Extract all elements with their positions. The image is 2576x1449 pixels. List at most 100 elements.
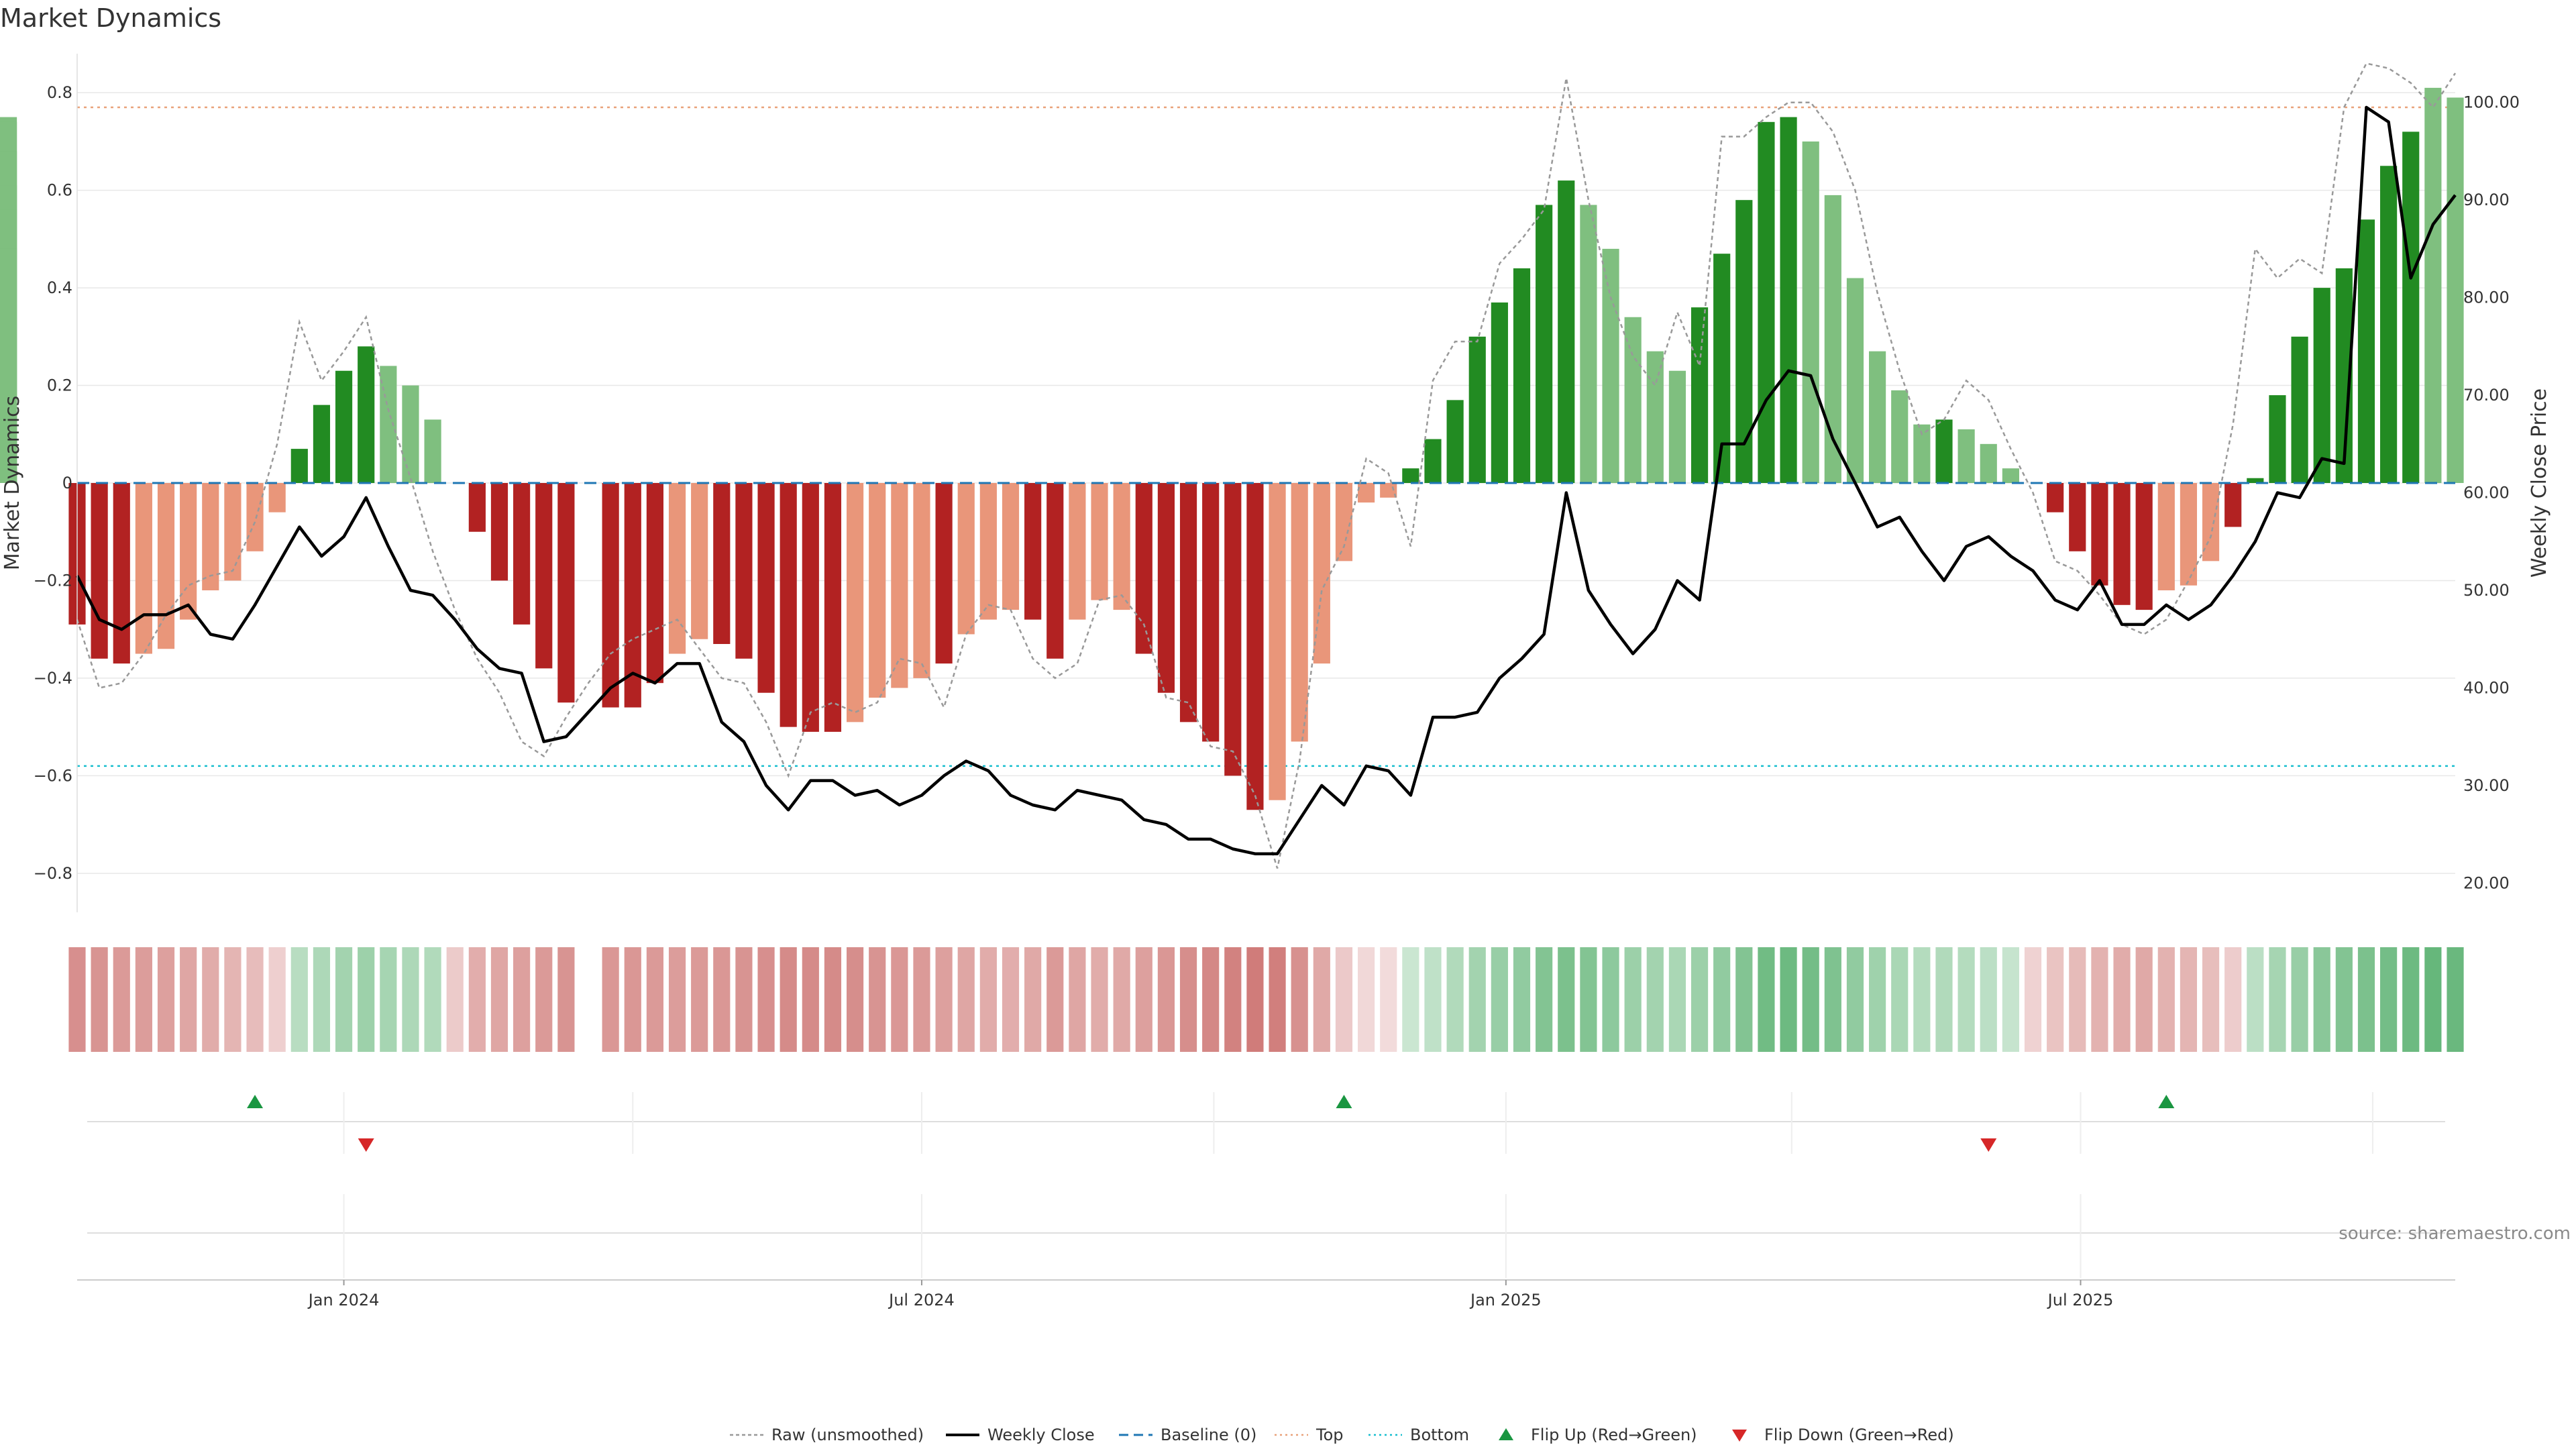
bar: [224, 483, 241, 581]
bar: [335, 370, 353, 483]
bar: [757, 483, 775, 693]
bar: [957, 483, 975, 635]
bar: [2157, 483, 2175, 590]
y-tick-label: 0: [62, 474, 72, 492]
bar: [2047, 483, 2064, 513]
ribbon-cell: [468, 947, 486, 1052]
bar: [1957, 429, 1975, 483]
ribbon-cell: [1069, 947, 1086, 1052]
bar: [780, 483, 797, 727]
chart-legend: Raw (unsmoothed) Weekly Close Baseline (0)…: [730, 1426, 1954, 1444]
ribbon-cell: [2380, 947, 2398, 1052]
legend-label: Weekly Close: [987, 1426, 1095, 1444]
ribbon-cell: [135, 947, 152, 1052]
right-y-axis: 100.00 90.00 80.00 70.00 60.00 50.00 40.00 30.0…: [2463, 93, 2520, 893]
bar: [0, 248, 17, 483]
chart-title: Market Dynamics: [0, 3, 221, 33]
legend-item-close: Weekly Close: [946, 1426, 1095, 1444]
ribbon-cell: [535, 947, 553, 1052]
ribbon-cell: [1713, 947, 1731, 1052]
ribbon-cell: [2424, 947, 2442, 1052]
ribbon-cell: [1980, 947, 1997, 1052]
ribbon-cell: [180, 947, 197, 1052]
bar: [668, 483, 686, 654]
bar: [1513, 268, 1531, 483]
regime-ribbon: [68, 947, 2464, 1052]
bar: [1646, 351, 1664, 483]
ribbon-cell: [1091, 947, 1108, 1052]
flip-up-marker: [2158, 1095, 2175, 1108]
flip-up-marker: [247, 1095, 264, 1108]
ribbon-cell: [246, 947, 264, 1052]
bar: [913, 483, 930, 678]
bar: [402, 385, 419, 483]
bar: [2224, 483, 2242, 527]
bar: [2091, 483, 2108, 586]
ribbon-cell: [735, 947, 753, 1052]
source-note: source: sharemaestro.com: [2339, 1224, 2571, 1244]
y-axis-label: Market Dynamics: [1, 396, 24, 571]
bar: [1046, 483, 1064, 659]
bar: [624, 483, 641, 708]
ribbon-cell: [891, 947, 908, 1052]
ribbon-cell: [1024, 947, 1042, 1052]
reference-lines: [77, 106, 2455, 767]
legend-swatch: [1499, 1428, 1513, 1440]
ribbon-cell: [1446, 947, 1464, 1052]
ribbon-cell: [1758, 947, 1775, 1052]
x-tick-label: Jan 2025: [1469, 1291, 1542, 1309]
bar: [2002, 468, 2019, 483]
ribbon-cell: [2091, 947, 2108, 1052]
ribbon-cell: [2224, 947, 2242, 1052]
bar: [157, 483, 175, 649]
ribbon-cell: [1869, 947, 1886, 1052]
ribbon-cell: [2402, 947, 2420, 1052]
bar: [535, 483, 553, 669]
legend-label: Raw (unsmoothed): [771, 1426, 924, 1444]
bar: [735, 483, 753, 659]
ribbon-cell: [957, 947, 975, 1052]
y-tick-label: 0.4: [47, 278, 72, 297]
bar: [1980, 443, 1997, 483]
bar: [869, 483, 886, 698]
y2-tick-label: 50.00: [2463, 581, 2510, 600]
bar: [1269, 483, 1286, 800]
y2-tick-label: 40.00: [2463, 678, 2510, 697]
ribbon-cell: [335, 947, 353, 1052]
y-tick-label: −0.2: [34, 571, 72, 590]
bar: [2357, 219, 2375, 483]
bar: [2135, 483, 2153, 610]
bar: [1668, 370, 1686, 483]
y2-tick-label: 30.00: [2463, 776, 2510, 795]
bar: [1536, 205, 1553, 483]
bar: [1157, 483, 1175, 693]
ribbon-cell: [2002, 947, 2019, 1052]
ribbon-cell: [68, 947, 86, 1052]
bar: [1558, 180, 1575, 483]
ribbon-cell: [402, 947, 419, 1052]
bar: [1291, 483, 1308, 742]
bar: [290, 449, 308, 483]
bar: [1846, 278, 1864, 483]
ribbon-cell: [490, 947, 508, 1052]
raw-line: [76, 62, 2457, 869]
bar: [424, 419, 441, 483]
y2-tick-label: 20.00: [2463, 873, 2510, 892]
x-tick-label: Jul 2025: [2047, 1291, 2114, 1309]
legend-label: Bottom: [1410, 1426, 1469, 1444]
bar: [1224, 483, 1242, 776]
bar: [1446, 400, 1464, 483]
y2-tick-label: 100.00: [2463, 93, 2520, 112]
bar: [313, 405, 331, 483]
ribbon-cell: [1558, 947, 1575, 1052]
bar: [979, 483, 997, 620]
y-tick-label: −0.8: [34, 864, 72, 883]
bar: [2247, 478, 2264, 483]
bar: [1091, 483, 1108, 600]
ribbon-cell: [91, 947, 108, 1052]
ribbon-cell: [935, 947, 953, 1052]
bar: [358, 346, 375, 483]
ribbon-cell: [1313, 947, 1330, 1052]
flip-markers: [87, 1092, 2445, 1278]
ribbon-cell: [2113, 947, 2131, 1052]
